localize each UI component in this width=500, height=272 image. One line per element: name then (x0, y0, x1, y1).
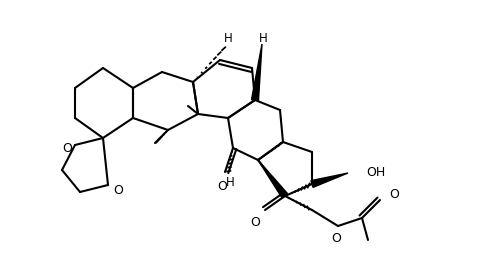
Text: O: O (331, 231, 341, 245)
Text: H: H (226, 177, 234, 190)
Text: O: O (113, 184, 123, 197)
Text: O: O (62, 143, 72, 156)
Text: H: H (224, 32, 232, 45)
Polygon shape (258, 160, 288, 198)
Polygon shape (311, 173, 348, 187)
Text: O: O (389, 188, 399, 202)
Text: H: H (258, 32, 268, 45)
Polygon shape (252, 44, 262, 100)
Text: OH: OH (366, 166, 385, 180)
Text: O: O (217, 180, 227, 193)
Text: O: O (250, 215, 260, 228)
